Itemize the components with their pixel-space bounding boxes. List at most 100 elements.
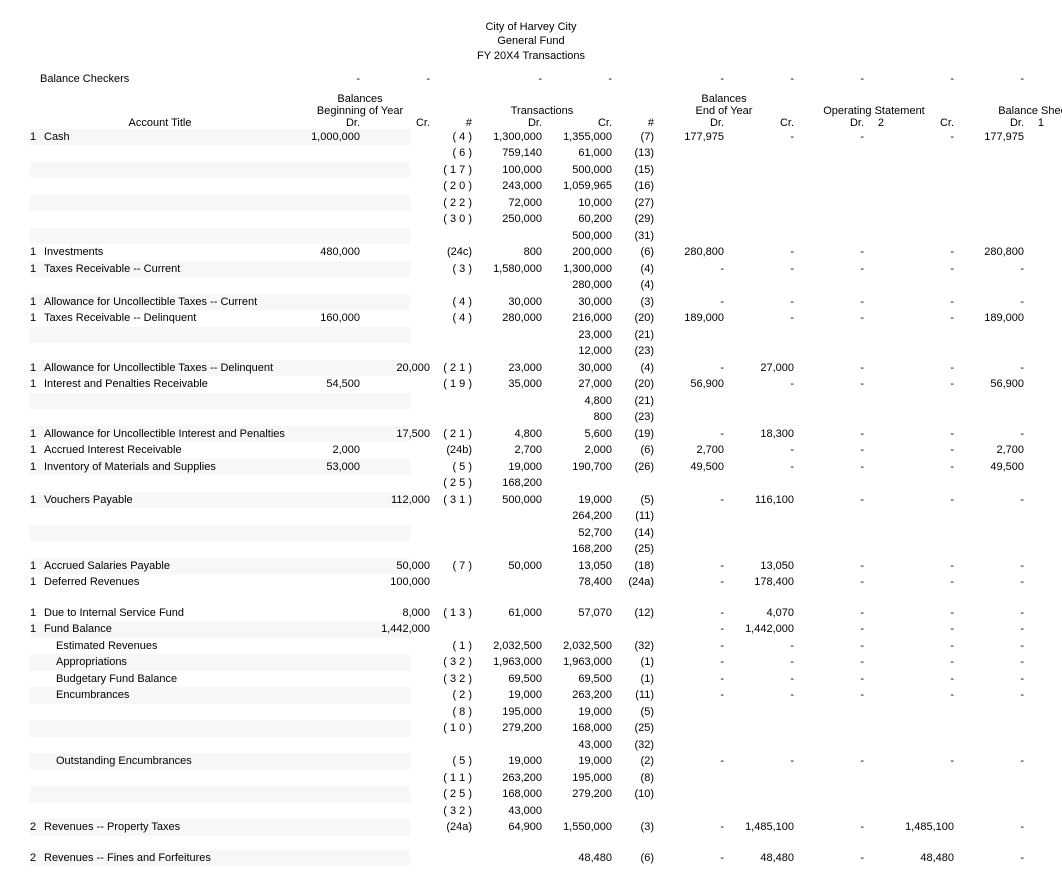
col-cr: Cr. — [884, 117, 954, 129]
data-cell: - — [794, 376, 864, 393]
data-cell — [360, 195, 430, 212]
data-cell — [1024, 426, 1044, 443]
data-cell — [654, 508, 724, 525]
data-cell — [30, 753, 42, 770]
data-cell: 78,400 — [542, 574, 612, 591]
data-cell — [954, 277, 1024, 294]
data-cell: 1 — [30, 244, 42, 261]
data-cell — [1044, 162, 1062, 179]
data-cell: 264,200 — [542, 508, 612, 525]
data-cell — [1044, 211, 1062, 228]
data-cell: 27,000 — [724, 360, 794, 377]
data-cell — [430, 228, 472, 245]
data-cell — [864, 211, 884, 228]
data-cell — [724, 525, 794, 542]
data-cell — [360, 753, 430, 770]
data-cell: (11) — [612, 508, 654, 525]
data-cell — [654, 541, 724, 558]
data-cell — [430, 574, 472, 591]
data-cell: - — [1044, 294, 1062, 311]
data-cell: 116,100 — [1044, 492, 1062, 509]
data-cell: 177,975 — [954, 129, 1024, 146]
data-cell — [472, 228, 542, 245]
data-cell: 280,000 — [472, 310, 542, 327]
data-cell — [30, 671, 42, 688]
table-row: ( 2 0 )243,0001,059,965(16) — [30, 178, 1032, 195]
data-cell: - — [654, 671, 724, 688]
data-cell — [1024, 178, 1044, 195]
table-row: Budgetary Fund Balance( 3 2 )69,50069,50… — [30, 671, 1032, 688]
data-cell: - — [954, 294, 1024, 311]
data-cell: - — [1044, 671, 1062, 688]
account-title-cell: Vouchers Payable — [42, 492, 290, 509]
data-cell: 19,000 — [472, 459, 542, 476]
data-cell: 4,070 — [1044, 605, 1062, 622]
balance-checkers-label: Balance Checkers — [30, 73, 290, 85]
data-cell: 19,000 — [472, 753, 542, 770]
data-cell — [360, 244, 430, 261]
data-cell — [30, 178, 42, 195]
data-cell: 280,800 — [954, 244, 1024, 261]
data-cell — [864, 409, 884, 426]
data-cell: 280,000 — [542, 277, 612, 294]
data-cell — [1024, 244, 1044, 261]
data-cell — [30, 162, 42, 179]
data-cell — [290, 638, 360, 655]
data-cell — [654, 277, 724, 294]
data-cell: (25) — [612, 720, 654, 737]
data-cell — [472, 850, 542, 867]
data-cell: (27) — [612, 195, 654, 212]
data-cell: 1 — [30, 442, 42, 459]
data-cell — [654, 343, 724, 360]
data-cell: (32) — [612, 638, 654, 655]
data-cell — [884, 178, 954, 195]
data-cell — [1024, 704, 1044, 721]
data-cell: 48,480 — [542, 850, 612, 867]
data-cell — [884, 720, 954, 737]
data-cell — [30, 541, 42, 558]
data-cell — [472, 574, 542, 591]
data-cell — [360, 211, 430, 228]
data-cell: - — [794, 310, 864, 327]
data-cell — [864, 803, 884, 820]
data-cell — [724, 409, 794, 426]
data-cell: 50,000 — [472, 558, 542, 575]
data-cell — [1044, 409, 1062, 426]
data-cell: - — [884, 376, 954, 393]
col-dr: Dr. — [654, 117, 724, 129]
data-cell: 61,000 — [472, 605, 542, 622]
end-year-label: End of Year — [654, 105, 794, 117]
data-cell: 57,070 — [542, 605, 612, 622]
data-cell: - — [1044, 654, 1062, 671]
data-cell — [290, 704, 360, 721]
data-cell — [884, 327, 954, 344]
data-cell — [290, 850, 360, 867]
col-cr: Cr. — [360, 117, 430, 129]
data-cell: (24a) — [612, 574, 654, 591]
table-row: 1Inventory of Materials and Supplies53,0… — [30, 459, 1032, 476]
data-cell — [954, 178, 1024, 195]
data-cell: 1 — [30, 492, 42, 509]
section-header-row-1: Balances Balances — [30, 93, 1032, 105]
data-cell — [864, 737, 884, 754]
data-cell: - — [884, 261, 954, 278]
data-cell: 1 — [30, 261, 42, 278]
data-cell: 4,800 — [472, 426, 542, 443]
data-cell: - — [884, 459, 954, 476]
data-cell — [654, 178, 724, 195]
data-cell — [360, 541, 430, 558]
data-cell — [290, 492, 360, 509]
table-row: 1Allowance for Uncollectible Interest an… — [30, 426, 1032, 443]
data-cell: - — [884, 753, 954, 770]
data-cell — [1024, 525, 1044, 542]
data-cell: 50,000 — [360, 558, 430, 575]
data-cell — [1024, 211, 1044, 228]
data-cell: - — [794, 654, 864, 671]
data-cell: 1 — [30, 129, 42, 146]
bc-dash: - — [654, 73, 724, 85]
account-title-cell — [42, 228, 290, 245]
data-cell — [290, 737, 360, 754]
data-cell — [430, 277, 472, 294]
data-cell: - — [654, 558, 724, 575]
data-cell: ( 2 2 ) — [430, 195, 472, 212]
